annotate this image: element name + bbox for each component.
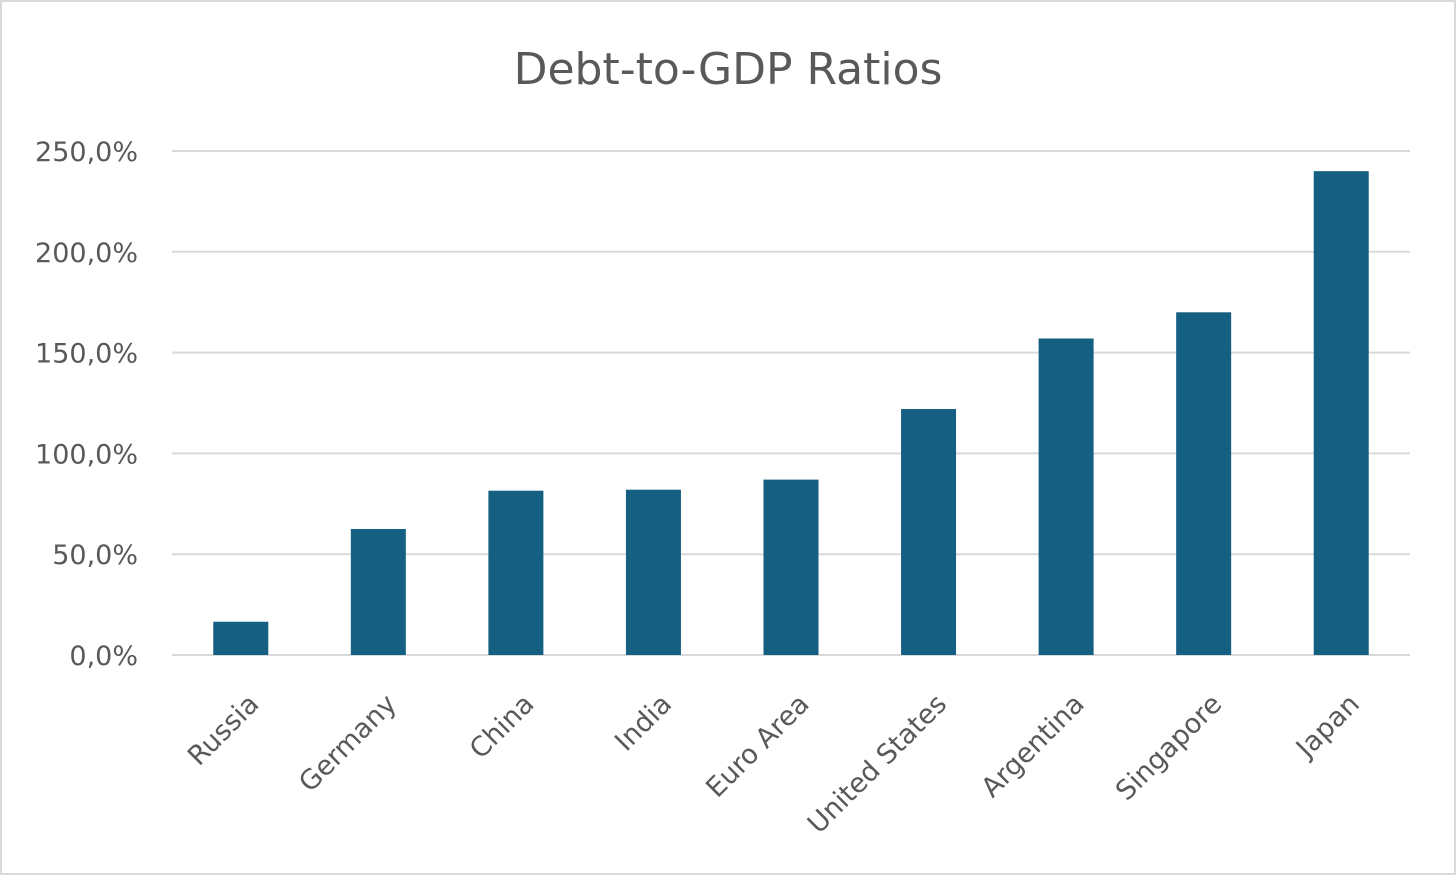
bar-china: [488, 490, 544, 655]
x-category-label: Singapore: [1110, 689, 1228, 807]
x-category-label: Argentina: [976, 689, 1091, 804]
chart-title: Debt-to-GDP Ratios: [514, 44, 943, 95]
bar-euro-area: [763, 479, 819, 655]
x-category-label: Japan: [1289, 689, 1366, 766]
x-category-label: India: [609, 689, 678, 758]
x-category-label: Germany: [293, 689, 403, 799]
y-tick-label: 250,0%: [35, 137, 138, 168]
bar-singapore: [1176, 312, 1232, 655]
x-category-label: China: [464, 689, 540, 765]
bars: [213, 171, 1369, 655]
bar-japan: [1313, 171, 1369, 655]
bar-india: [625, 489, 681, 655]
y-tick-label: 0,0%: [69, 641, 138, 672]
y-tick-label: 200,0%: [35, 238, 138, 269]
bar-germany: [350, 529, 406, 655]
bar-united-states: [901, 409, 957, 655]
y-tick-label: 150,0%: [35, 339, 138, 370]
x-category-label: Euro Area: [700, 689, 815, 804]
x-category-label: Russia: [182, 689, 265, 772]
y-tick-label: 50,0%: [52, 540, 138, 571]
y-axis-tick-labels: 0,0% 50,0% 100,0% 150,0% 200,0% 250,0%: [35, 137, 138, 672]
x-category-label: United States: [802, 689, 953, 840]
bar-argentina: [1038, 338, 1094, 655]
bar-russia: [213, 621, 269, 655]
y-tick-label: 100,0%: [35, 439, 138, 470]
